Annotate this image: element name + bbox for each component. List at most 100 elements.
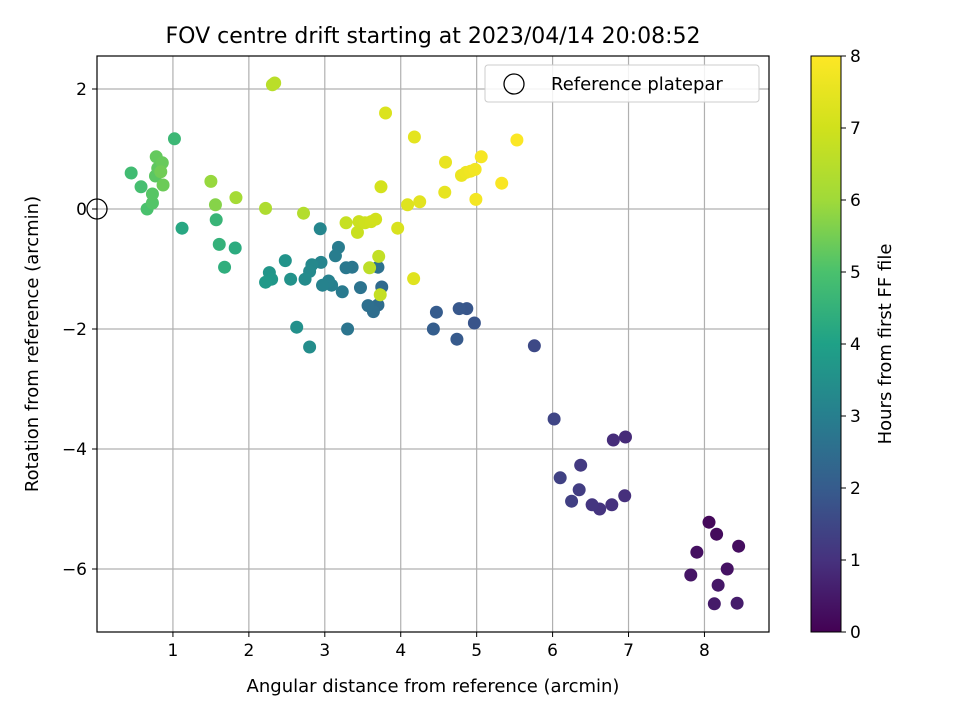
data-point bbox=[290, 320, 304, 334]
data-point bbox=[438, 185, 452, 199]
colorbar-gradient bbox=[810, 55, 842, 633]
data-point bbox=[684, 568, 698, 582]
colorbar: 0 1 2 3 4 5 6 7 8 Hours from first FF file bbox=[810, 47, 896, 643]
data-point bbox=[298, 272, 312, 286]
x-axis-label: Angular distance from reference (arcmin) bbox=[247, 676, 620, 697]
data-point bbox=[297, 206, 311, 220]
colorbar-tick-label: 1 bbox=[850, 551, 861, 571]
x-tick-label: 4 bbox=[395, 641, 406, 661]
data-point bbox=[208, 198, 222, 212]
data-point bbox=[429, 305, 443, 319]
data-point bbox=[284, 272, 298, 286]
data-point bbox=[702, 515, 716, 529]
data-point bbox=[204, 174, 218, 188]
data-point bbox=[372, 249, 386, 263]
data-point bbox=[469, 192, 483, 206]
data-point bbox=[124, 166, 138, 180]
x-tick-label: 1 bbox=[168, 641, 179, 661]
data-point bbox=[510, 133, 524, 147]
data-point bbox=[374, 180, 388, 194]
data-point bbox=[467, 316, 481, 330]
data-point bbox=[350, 225, 364, 239]
data-point bbox=[145, 196, 159, 210]
colorbar-tick-label: 5 bbox=[850, 263, 861, 283]
colorbar-tick-label: 2 bbox=[850, 479, 861, 499]
data-point bbox=[574, 458, 588, 472]
y-axis: 2 0 −2 −4 −6 bbox=[62, 80, 97, 580]
legend-box bbox=[484, 64, 760, 103]
data-point bbox=[167, 132, 181, 146]
colorbar-tick-label: 7 bbox=[850, 119, 861, 139]
data-point bbox=[268, 76, 282, 90]
grid-lines bbox=[97, 56, 769, 632]
data-point bbox=[303, 340, 317, 354]
data-point bbox=[605, 498, 619, 512]
data-point bbox=[316, 278, 330, 292]
data-point bbox=[730, 596, 744, 610]
x-tick-label: 7 bbox=[623, 641, 634, 661]
data-point bbox=[229, 191, 243, 205]
y-tick-label: 0 bbox=[76, 200, 87, 220]
y-tick-label: 2 bbox=[76, 80, 87, 100]
data-point bbox=[259, 201, 273, 215]
legend: Reference platepar bbox=[484, 64, 760, 103]
data-point bbox=[618, 430, 632, 444]
data-point bbox=[361, 299, 375, 313]
data-point bbox=[278, 254, 292, 268]
data-point bbox=[156, 178, 170, 192]
data-point bbox=[145, 187, 159, 201]
data-point bbox=[401, 198, 415, 212]
data-point bbox=[565, 494, 579, 508]
colorbar-tick-label: 3 bbox=[850, 407, 861, 427]
data-points bbox=[86, 76, 746, 611]
data-point bbox=[212, 237, 226, 251]
data-point bbox=[175, 221, 189, 235]
data-point bbox=[572, 483, 586, 497]
data-point bbox=[711, 578, 725, 592]
plot-frame bbox=[96, 55, 770, 633]
data-point bbox=[585, 498, 599, 512]
data-point bbox=[495, 176, 509, 190]
data-point bbox=[452, 302, 466, 316]
data-point bbox=[335, 285, 349, 299]
y-tick-label: −2 bbox=[62, 320, 87, 340]
data-point bbox=[328, 249, 342, 263]
data-point bbox=[690, 545, 704, 559]
data-point bbox=[259, 275, 273, 289]
data-point bbox=[373, 288, 387, 302]
x-tick-label: 2 bbox=[243, 641, 254, 661]
legend-entry: Reference platepar bbox=[551, 74, 723, 95]
data-point bbox=[339, 216, 353, 230]
legend-marker-reference bbox=[503, 73, 525, 95]
data-point bbox=[363, 261, 377, 275]
colorbar-tick-label: 4 bbox=[850, 335, 861, 355]
data-point bbox=[474, 150, 488, 164]
x-axis: 1 2 3 4 5 6 7 8 bbox=[168, 632, 710, 661]
data-point bbox=[720, 562, 734, 576]
y-tick-label: −6 bbox=[62, 560, 87, 580]
data-point bbox=[407, 130, 421, 144]
y-axis-label: Rotation from reference (arcmin) bbox=[22, 196, 43, 492]
data-point bbox=[134, 180, 148, 194]
data-point bbox=[228, 241, 242, 255]
data-point bbox=[468, 162, 482, 176]
data-point bbox=[606, 433, 620, 447]
data-point bbox=[379, 106, 393, 120]
colorbar-tick-label: 8 bbox=[850, 47, 861, 67]
data-point bbox=[547, 412, 561, 426]
data-point bbox=[341, 322, 355, 336]
data-point bbox=[218, 260, 232, 274]
data-point bbox=[313, 222, 327, 236]
data-point bbox=[732, 539, 746, 553]
data-point bbox=[439, 155, 453, 169]
data-point bbox=[553, 471, 567, 485]
data-point bbox=[209, 213, 223, 227]
x-tick-label: 5 bbox=[471, 641, 482, 661]
data-point bbox=[369, 212, 383, 226]
data-point bbox=[413, 195, 427, 209]
data-point bbox=[527, 339, 541, 353]
colorbar-label: Hours from first FF file bbox=[875, 244, 896, 445]
colorbar-tick-label: 0 bbox=[850, 623, 861, 643]
data-point bbox=[407, 272, 421, 286]
data-point bbox=[154, 165, 168, 179]
